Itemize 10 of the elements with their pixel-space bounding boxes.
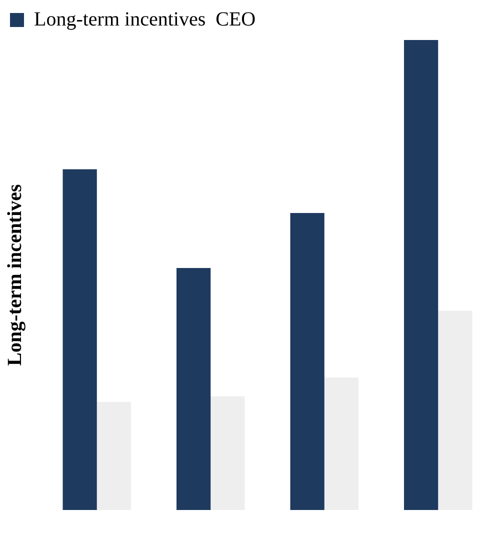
bar [210, 396, 245, 510]
bar [324, 377, 358, 510]
bar [404, 40, 438, 510]
bar [96, 402, 131, 510]
bar [176, 268, 211, 510]
bar [62, 169, 97, 510]
bar [438, 310, 472, 510]
bar [290, 212, 324, 510]
y-axis-title: Long-term incentives [4, 184, 26, 366]
legend-label: Long-term incentives CEO [34, 8, 256, 30]
